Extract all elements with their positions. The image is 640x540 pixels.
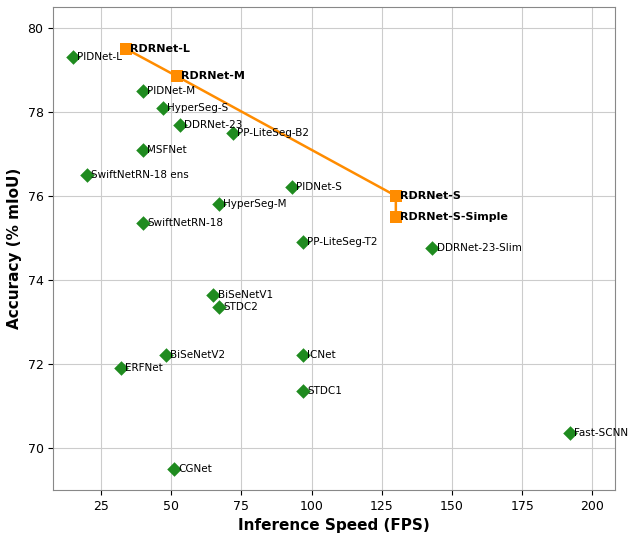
Point: [390, 213, 401, 221]
Text: RDRNet-S-Simple: RDRNet-S-Simple: [400, 212, 508, 222]
Point: [390, 192, 401, 200]
Text: SwiftNetRN-18: SwiftNetRN-18: [147, 218, 223, 228]
Point: [298, 387, 308, 395]
Text: PIDNet-S: PIDNet-S: [296, 183, 342, 192]
Text: MSFNet: MSFNet: [147, 145, 187, 154]
Point: [428, 244, 438, 253]
Point: [208, 290, 218, 299]
Text: DDRNet-23: DDRNet-23: [184, 119, 242, 130]
Point: [175, 120, 185, 129]
X-axis label: Inference Speed (FPS): Inference Speed (FPS): [238, 518, 430, 533]
Point: [287, 183, 297, 192]
Text: DDRNet-23-Slim: DDRNet-23-Slim: [436, 244, 522, 253]
Text: PP-LiteSeg-B2: PP-LiteSeg-B2: [237, 128, 309, 138]
Y-axis label: Accuracy (% mIoU): Accuracy (% mIoU): [7, 168, 22, 329]
Text: BiSeNetV2: BiSeNetV2: [170, 350, 225, 360]
Point: [228, 129, 238, 137]
Point: [68, 53, 78, 62]
Text: HyperSeg-S: HyperSeg-S: [167, 103, 228, 113]
Point: [298, 238, 308, 246]
Point: [138, 219, 148, 227]
Point: [565, 429, 575, 437]
Text: ERFNet: ERFNet: [125, 363, 163, 373]
Text: PIDNet-L: PIDNet-L: [77, 52, 122, 62]
Point: [138, 86, 148, 95]
Text: PIDNet-M: PIDNet-M: [147, 86, 195, 96]
Point: [214, 200, 224, 208]
Point: [161, 351, 171, 360]
Point: [169, 464, 179, 473]
Point: [172, 72, 182, 80]
Point: [214, 303, 224, 312]
Point: [138, 145, 148, 154]
Text: STDC2: STDC2: [223, 302, 258, 312]
Point: [157, 103, 168, 112]
Text: RDRNet-S: RDRNet-S: [400, 191, 461, 201]
Text: CGNet: CGNet: [178, 464, 212, 474]
Text: PP-LiteSeg-T2: PP-LiteSeg-T2: [307, 237, 378, 247]
Point: [298, 351, 308, 360]
Text: RDRNet-L: RDRNet-L: [131, 44, 190, 54]
Text: BiSeNetV1: BiSeNetV1: [218, 289, 273, 300]
Text: RDRNet-M: RDRNet-M: [181, 71, 245, 81]
Text: HyperSeg-M: HyperSeg-M: [223, 199, 287, 210]
Point: [115, 364, 125, 373]
Point: [121, 45, 131, 53]
Point: [82, 171, 92, 179]
Text: SwiftNetRN-18 ens: SwiftNetRN-18 ens: [91, 170, 189, 180]
Text: Fast-SCNN: Fast-SCNN: [574, 428, 628, 438]
Text: ICNet: ICNet: [307, 350, 336, 360]
Text: STDC1: STDC1: [307, 386, 342, 396]
